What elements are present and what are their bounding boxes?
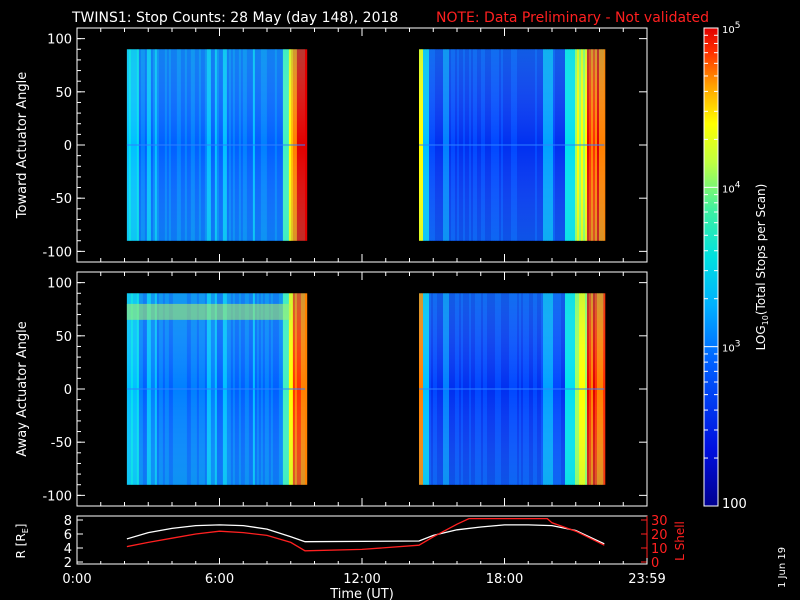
heatmap-block bbox=[126, 49, 308, 241]
lshell-series-line bbox=[126, 517, 605, 552]
colorbar: 100 103 104 105 LOG10(Total Stops per Scan) bbox=[703, 21, 770, 512]
x-tick-label: 23:59 bbox=[628, 572, 665, 587]
lshell-tick-label: 20 bbox=[651, 528, 668, 543]
lshell-tick-label: 30 bbox=[651, 514, 668, 529]
heatmap-zero-band bbox=[419, 388, 605, 390]
y-tick-label: 50 bbox=[55, 86, 72, 101]
colorbar-label: LOG10(Total Stops per Scan) bbox=[754, 184, 770, 351]
colorbar-gradient bbox=[703, 27, 719, 507]
heatmap-block bbox=[126, 293, 308, 485]
y-tick-label: -100 bbox=[42, 489, 72, 504]
x-tick-label: 18:00 bbox=[486, 572, 523, 587]
lshell-tick-label: 0 bbox=[651, 556, 659, 571]
heatmap-block bbox=[419, 49, 606, 241]
y-axis-label: Toward Actuator Angle bbox=[15, 72, 30, 219]
x-tick-label: 12:00 bbox=[343, 572, 380, 587]
colorbar-tick-label: 104 bbox=[722, 180, 741, 195]
y-tick-label: 100 bbox=[47, 277, 72, 292]
heatmap-column bbox=[304, 293, 308, 485]
y-tick-label: -50 bbox=[51, 192, 72, 207]
x-tick-label: 6:00 bbox=[205, 572, 234, 587]
heatmap-zero-band bbox=[126, 388, 305, 390]
colorbar-tick-label: 103 bbox=[722, 340, 740, 355]
colorbar-tick-label: 105 bbox=[722, 21, 740, 36]
y-tick-label: 100 bbox=[47, 33, 72, 48]
r-tick-label: 8 bbox=[64, 514, 72, 529]
r-axis-label: R [RE] bbox=[14, 524, 30, 559]
x-tick-label: 0:00 bbox=[62, 572, 91, 587]
heatmap-upper-band bbox=[126, 303, 291, 320]
y-tick-label: 0 bbox=[64, 383, 72, 398]
chart-title: TWINS1: Stop Counts: 28 May (day 148), 2… bbox=[71, 10, 398, 26]
y-tick-label: 50 bbox=[55, 330, 72, 345]
r-tick-label: 2 bbox=[64, 556, 72, 571]
y-tick-label: -100 bbox=[42, 245, 72, 260]
y-tick-label: 0 bbox=[64, 139, 72, 154]
note-text: NOTE: Data Preliminary - Not validated bbox=[436, 10, 709, 26]
r-tick-label: 6 bbox=[64, 528, 72, 543]
x-axis-label: Time (UT) bbox=[329, 587, 394, 600]
lshell-axis-label: L Shell bbox=[673, 521, 687, 561]
r-series-line bbox=[126, 524, 605, 545]
y-tick-label: -50 bbox=[51, 436, 72, 451]
lshell-tick-label: 10 bbox=[651, 542, 668, 557]
r-tick-label: 4 bbox=[64, 542, 72, 557]
heatmap-column bbox=[304, 49, 308, 241]
away-heatmap-panel: -100 -50 0 50 100 Away Actuator Angle bbox=[15, 271, 648, 507]
heatmap-block bbox=[419, 293, 606, 485]
heatmap-zero-band bbox=[126, 144, 305, 146]
colorbar-tick-label: 100 bbox=[722, 497, 747, 512]
side-date: 1 Jun 19 bbox=[777, 547, 788, 588]
heatmap-zero-band bbox=[419, 144, 605, 146]
y-axis-label: Away Actuator Angle bbox=[15, 321, 30, 456]
toward-heatmap-panel: -100 -50 0 50 100 Toward Actuator Angle bbox=[15, 27, 648, 263]
